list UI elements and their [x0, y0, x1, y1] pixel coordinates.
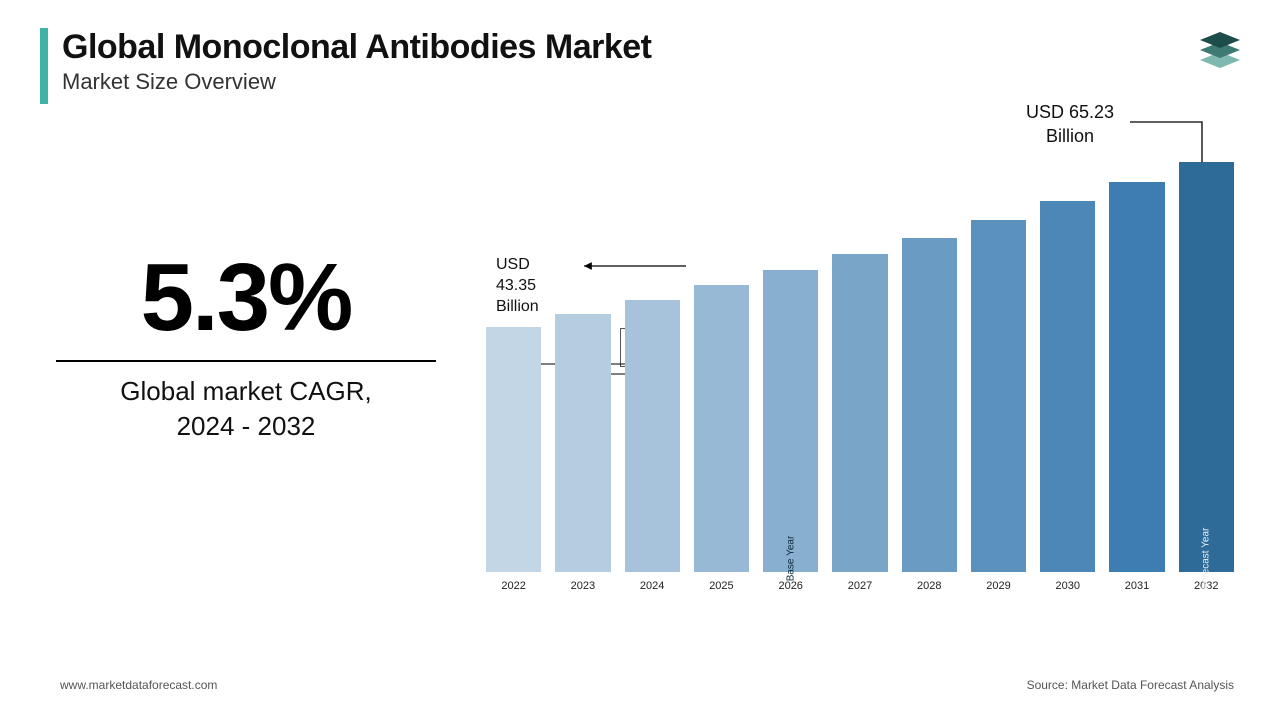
bar-year-label: 2026 [778, 580, 802, 592]
bar [971, 220, 1026, 572]
bar [832, 254, 887, 572]
bar: Base Year [763, 270, 818, 572]
bar-inner-label: Forecast Year [1201, 528, 1212, 590]
callout-end-value: USD 65.23 Billion [980, 100, 1160, 149]
bar-wrap: 2030 [1040, 201, 1095, 592]
bar-year-label: 2029 [986, 580, 1010, 592]
bar-chart: USD 65.23 Billion USD 43.35 Billion Hist… [480, 100, 1240, 640]
bar-wrap: 2029 [971, 220, 1026, 592]
title-block: Global Monoclonal Antibodies Market Mark… [62, 28, 1240, 95]
bar-year-label: 2031 [1125, 580, 1149, 592]
bar [555, 314, 610, 572]
bar [902, 238, 957, 572]
bar-wrap: 2025 [694, 285, 749, 592]
bars-container: 2022202320242025Base Year202620272028202… [480, 152, 1240, 592]
page-title: Global Monoclonal Antibodies Market [62, 28, 1240, 67]
brand-logo-icon [1196, 24, 1244, 77]
bar [625, 300, 680, 572]
bar-year-label: 2024 [640, 580, 664, 592]
cagr-label: Global market CAGR, 2024 - 2032 [56, 374, 436, 444]
bar [1109, 182, 1164, 572]
bar-year-label: 2025 [709, 580, 733, 592]
bar-wrap: 2024 [625, 300, 680, 592]
bar-wrap: 2027 [832, 254, 887, 592]
bar-wrap: 2028 [902, 238, 957, 592]
bar [1040, 201, 1095, 572]
bar-year-label: 2027 [848, 580, 872, 592]
footer-url: www.marketdataforecast.com [60, 678, 217, 692]
bar-inner-label: Base Year [785, 536, 796, 582]
cagr-value: 5.3% [56, 250, 436, 346]
bar-wrap: 2023 [555, 314, 610, 592]
bar-year-label: 2030 [1056, 580, 1080, 592]
bar-year-label: 2022 [501, 580, 525, 592]
bar-wrap: 2031 [1109, 182, 1164, 592]
cagr-divider [56, 360, 436, 362]
bar [486, 327, 541, 572]
bar-wrap: Forecast Year2032 [1179, 162, 1234, 592]
bar-wrap: Base Year2026 [763, 270, 818, 592]
title-accent-bar [40, 28, 48, 104]
bar: Forecast Year [1179, 162, 1234, 572]
page-subtitle: Market Size Overview [62, 69, 1240, 95]
bar-wrap: 2022 [486, 327, 541, 592]
bar-year-label: 2023 [571, 580, 595, 592]
bar-year-label: 2028 [917, 580, 941, 592]
footer-source: Source: Market Data Forecast Analysis [1027, 678, 1234, 692]
cagr-panel: 5.3% Global market CAGR, 2024 - 2032 [56, 250, 436, 444]
bar [694, 285, 749, 572]
